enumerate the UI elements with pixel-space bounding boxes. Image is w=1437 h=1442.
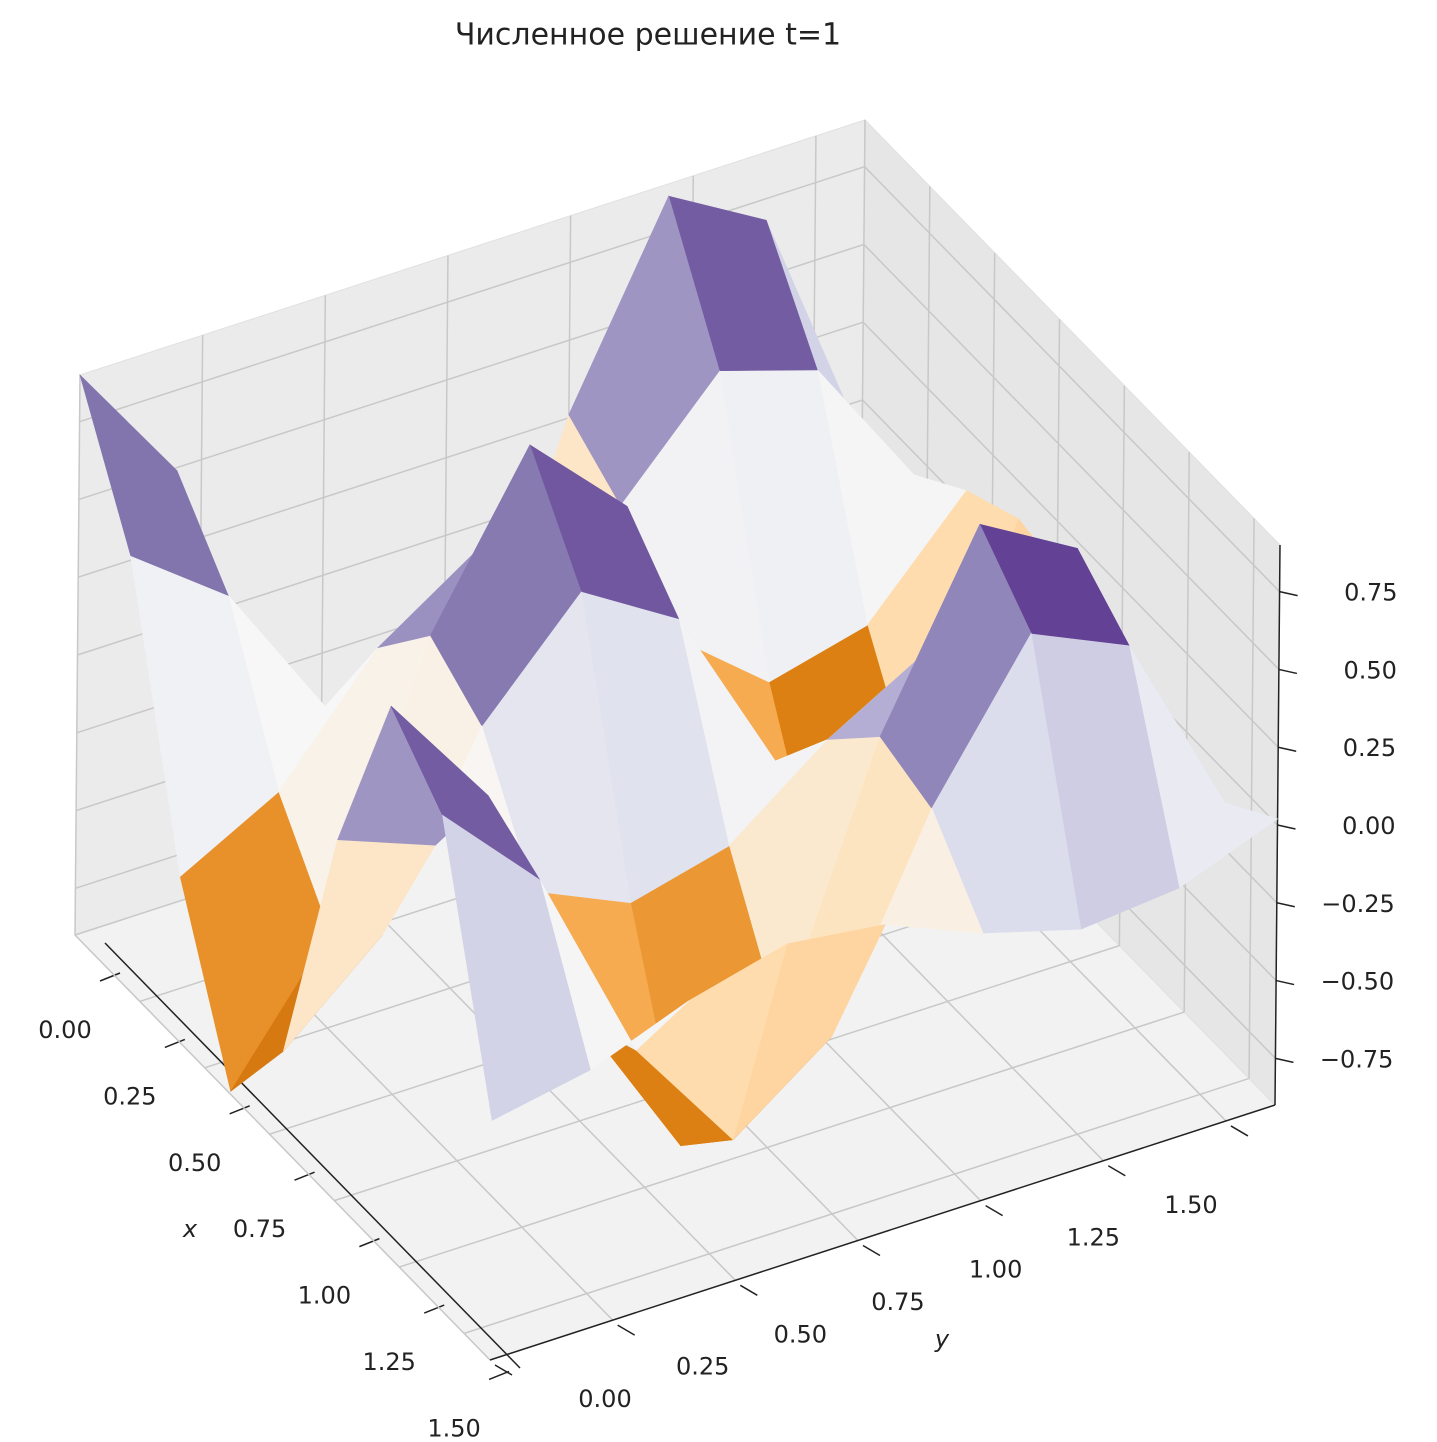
x-tick-label: 0.50	[168, 1149, 221, 1177]
x-tick	[359, 1237, 380, 1248]
grid-line	[74, 934, 491, 1361]
surface-facet	[442, 814, 591, 1121]
y-tick	[617, 1324, 636, 1336]
y-tick-label: 0.50	[774, 1320, 827, 1348]
x-tick	[423, 1304, 445, 1314]
z-tick	[1277, 824, 1296, 830]
z-tick	[1275, 1057, 1294, 1064]
y-axis-line	[489, 1104, 1276, 1361]
z-tick-label: 0.50	[1343, 656, 1396, 684]
x-tick	[294, 1171, 315, 1181]
y-tick-label: 0.75	[871, 1288, 924, 1316]
x-tick-label: 1.50	[427, 1414, 480, 1442]
z-tick	[1278, 746, 1297, 752]
x-tick-label: 0.00	[38, 1016, 91, 1044]
x-tick	[164, 1038, 186, 1049]
surface-facet	[430, 444, 582, 727]
y-tick	[1230, 1125, 1249, 1137]
x-tick-label: 1.00	[298, 1282, 351, 1310]
z-axis-line	[1274, 544, 1281, 1106]
grid-line	[863, 243, 1280, 670]
z-tick-label: −0.50	[1321, 968, 1395, 996]
y-tick	[985, 1204, 1004, 1217]
y-tick-label: 1.50	[1164, 1191, 1217, 1219]
y-tick	[862, 1244, 881, 1257]
y-tick	[739, 1284, 758, 1296]
y-tick-label: 0.25	[676, 1353, 729, 1381]
grid-line	[398, 1011, 1185, 1268]
y-tick	[494, 1364, 513, 1376]
grid-line	[864, 166, 1281, 593]
chart-title: Численное решение t=1	[455, 18, 841, 53]
x-axis-label: x	[182, 1215, 198, 1243]
y-tick-label: 0.00	[578, 1385, 631, 1413]
x-axis-line	[104, 942, 521, 1369]
z-tick	[1275, 979, 1295, 986]
x-tick-label: 0.75	[233, 1215, 286, 1243]
x-tick	[99, 972, 121, 982]
z-tick-label: 0.00	[1342, 812, 1395, 840]
x-tick-label: 1.25	[363, 1348, 416, 1376]
z-tick-label: −0.75	[1320, 1045, 1394, 1073]
x-tick	[229, 1105, 250, 1115]
x-tick	[488, 1370, 510, 1381]
y-axis-label: y	[934, 1325, 950, 1353]
z-tick	[1279, 590, 1298, 597]
grid-line	[79, 165, 865, 423]
x-tick-label: 0.25	[103, 1082, 156, 1110]
grid-line	[862, 321, 1279, 748]
z-tick	[1276, 902, 1295, 908]
z-tick	[1278, 668, 1298, 675]
y-tick-label: 1.25	[1067, 1223, 1120, 1251]
z-tick-label: −0.25	[1321, 890, 1395, 918]
z-tick-label: 0.75	[1344, 579, 1397, 607]
grid-line	[463, 1077, 1250, 1335]
surface-facet	[79, 373, 229, 596]
y-tick-label: 1.00	[969, 1256, 1022, 1284]
z-tick-label: 0.25	[1343, 734, 1396, 762]
y-tick	[1107, 1165, 1126, 1177]
surface-facet	[568, 195, 720, 506]
